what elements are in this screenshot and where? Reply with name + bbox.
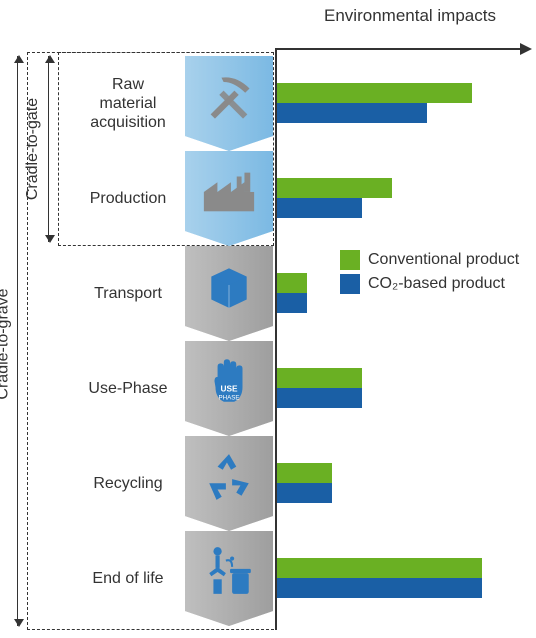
bar-transport-co2	[277, 293, 307, 313]
svg-text:USE: USE	[220, 383, 238, 393]
bar-use-co2	[277, 388, 362, 408]
stage-recycle: Recycling	[75, 436, 275, 531]
legend-conventional: Conventional product	[340, 250, 519, 270]
bar-prod-conventional	[277, 178, 392, 198]
bar-prod-co2	[277, 198, 362, 218]
bar-recycle-conventional	[277, 463, 332, 483]
x-axis	[275, 48, 530, 50]
bar-eol-co2	[277, 578, 482, 598]
swatch-conventional	[340, 250, 360, 270]
stage-transport: Transport	[75, 246, 275, 341]
stage-prod: Production	[75, 151, 275, 246]
stage-use-tile: USE PHASE	[185, 341, 273, 436]
stage-eol-label: End of life	[75, 569, 185, 588]
bars-use	[277, 341, 527, 436]
bar-raw-co2	[277, 103, 427, 123]
legend-co2: CO₂-based product	[340, 274, 519, 294]
bar-transport-conventional	[277, 273, 307, 293]
stage-prod-label: Production	[75, 189, 185, 208]
stage-raw-tile	[185, 56, 273, 151]
swatch-co2	[340, 274, 360, 294]
bars-area	[277, 56, 527, 626]
bracket-gate	[48, 56, 49, 242]
axis-title: Environmental impacts	[300, 6, 520, 26]
stage-eol: End of life	[75, 531, 275, 626]
bars-prod	[277, 151, 527, 246]
bars-eol	[277, 531, 527, 626]
stage-use-label: Use-Phase	[75, 379, 185, 398]
bars-raw	[277, 56, 527, 151]
bar-use-conventional	[277, 368, 362, 388]
stage-transport-label: Transport	[75, 284, 185, 303]
legend: Conventional product CO₂-based product	[340, 250, 519, 298]
svg-text:PHASE: PHASE	[218, 395, 239, 402]
stage-prod-tile	[185, 151, 273, 246]
bars-recycle	[277, 436, 527, 531]
bar-recycle-co2	[277, 483, 332, 503]
stage-transport-tile	[185, 246, 273, 341]
stage-use: Use-Phase USE PHASE	[75, 341, 275, 436]
bracket-gate-label: Cradle-to-gate	[24, 98, 42, 200]
stage-raw-label: Rawmaterialacquisition	[75, 75, 185, 133]
stage-recycle-tile	[185, 436, 273, 531]
bracket-grave	[17, 56, 18, 626]
legend-conventional-label: Conventional product	[368, 251, 519, 269]
bar-eol-conventional	[277, 558, 482, 578]
bracket-grave-label: Cradle-to-grave	[0, 288, 13, 399]
stage-raw: Rawmaterialacquisition	[75, 56, 275, 151]
legend-co2-label: CO₂-based product	[368, 275, 505, 293]
bar-raw-conventional	[277, 83, 472, 103]
stages-column: Rawmaterialacquisition Production Tr	[75, 56, 275, 626]
stage-recycle-label: Recycling	[75, 474, 185, 493]
stage-eol-tile	[185, 531, 273, 626]
